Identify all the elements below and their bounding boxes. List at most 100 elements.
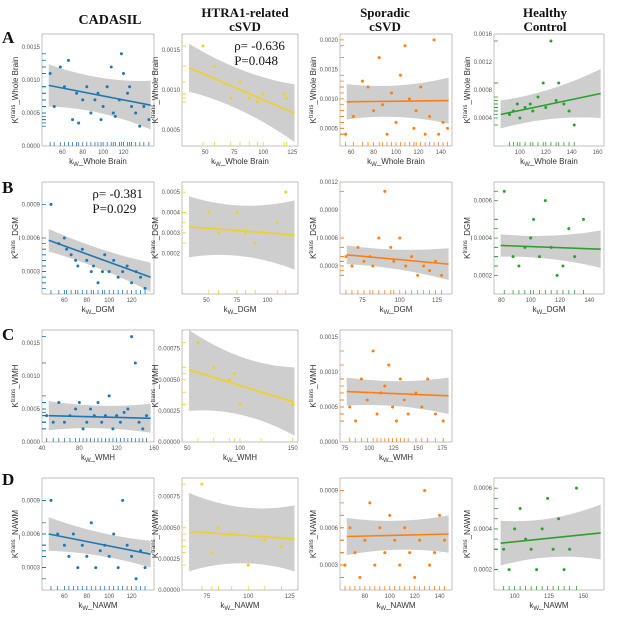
y-tick-label: 0.0015 (320, 335, 339, 341)
data-point (368, 501, 372, 505)
confidence-band (188, 43, 295, 142)
y-axis-label: Ktrans_WMH (309, 364, 318, 407)
data-point (398, 236, 402, 240)
x-tick-label: 100 (262, 298, 273, 304)
data-point (377, 56, 381, 60)
x-axis-label-post: _NAWM (87, 601, 118, 610)
x-axis-label-post: _DGM (541, 305, 565, 314)
x-axis-label-post: _DGM (90, 305, 114, 314)
y-axis-label-sup: trans (309, 539, 315, 552)
data-point (549, 39, 553, 43)
data-point (392, 259, 396, 263)
column-header-line1: HTRA1-related (201, 5, 289, 20)
y-axis-label: Ktrans_Whole Brain (463, 57, 472, 124)
data-point (358, 576, 362, 580)
y-axis-label-k: K (309, 117, 318, 123)
data-point (62, 236, 66, 240)
data-point (125, 543, 129, 547)
regression-line (48, 84, 151, 106)
panel-D2: 75 100 1250.000000.000250.000500.00075kW_N… (151, 477, 299, 612)
data-point (122, 410, 126, 414)
y-tick-label: 0.0005 (162, 128, 181, 134)
x-axis-label: kW_Whole Brain (211, 157, 269, 168)
data-point (92, 414, 96, 418)
data-point (513, 527, 517, 531)
x-axis-label-pre: k (69, 157, 74, 166)
y-axis-label-sup: trans (11, 539, 17, 552)
stat-annotation: P=0.048 (234, 53, 278, 68)
data-point (89, 407, 93, 411)
data-point (383, 551, 387, 555)
data-point (99, 118, 103, 122)
data-point (351, 115, 355, 119)
y-axis-label: Ktrans_Whole Brain (11, 57, 20, 124)
data-point (368, 255, 372, 259)
x-tick-label: 100 (526, 298, 537, 304)
x-axis-label-pre: k (376, 601, 381, 610)
data-point (502, 547, 506, 551)
data-point (100, 420, 104, 424)
y-tick-label: 0.0003 (22, 566, 41, 572)
y-axis-label-sup: trans (463, 539, 469, 552)
y-tick-label: 0.0006 (320, 236, 339, 242)
y-tick-label: 0.0004 (162, 211, 181, 217)
data-point (394, 419, 398, 423)
x-tick-label: 100 (98, 150, 109, 156)
data-point (227, 378, 231, 382)
regression-line (188, 530, 295, 540)
y-axis-label-sub: _NAWM (11, 510, 20, 541)
panel-B2: 50 75 1000.00020.00030.00040.0005kW_DGMKtr… (151, 181, 299, 316)
x-tick-label: 80 (83, 298, 90, 304)
regression-line (48, 239, 151, 278)
x-tick-label: 80 (79, 150, 86, 156)
data-point (523, 106, 527, 109)
y-tick-label: 0.00000 (158, 588, 180, 594)
x-tick-label: 50 (203, 298, 210, 304)
data-point (543, 199, 547, 203)
data-point (217, 231, 221, 235)
y-axis-label-sub: _Whole Brain (463, 57, 472, 106)
x-tick-label: 100 (385, 594, 396, 600)
data-point (58, 65, 62, 69)
data-point (128, 85, 132, 89)
y-axis-label-k: K (463, 253, 472, 259)
y-axis-label-sub: _DGM (309, 217, 318, 241)
panel-A1: 60 80 100 1200.00000.00050.00100.0015kW_Who… (11, 33, 155, 168)
data-point (353, 551, 357, 555)
y-axis-label-sub: _Whole Brain (11, 57, 20, 106)
data-point (71, 118, 75, 122)
y-tick-label: 0.0003 (320, 264, 339, 270)
data-point (139, 549, 143, 553)
y-tick-label: 0.00000 (158, 440, 180, 446)
column-header-line2: cSVD (369, 19, 401, 34)
data-point (412, 126, 416, 130)
data-point (561, 264, 565, 268)
x-axis-label-pre: k (78, 601, 83, 610)
x-axis-label-post: _DGM (388, 305, 412, 314)
data-point (544, 106, 548, 109)
y-axis-label-sup: trans (463, 105, 469, 118)
data-point (284, 190, 288, 194)
y-axis-label-k: K (151, 552, 160, 558)
x-tick-label: 75 (231, 150, 238, 156)
x-axis-label: kW_DGM (533, 305, 566, 316)
data-point (366, 85, 370, 89)
panel-A3: 60 80 100 120 1400.00050.00100.00150.0020kW_… (309, 33, 453, 168)
data-point (418, 538, 422, 542)
y-tick-label: 0.00075 (158, 347, 180, 353)
x-axis-label-post: _Whole Brain (220, 157, 269, 166)
data-point (139, 275, 143, 279)
y-axis-label-sup: trans (151, 105, 157, 118)
x-tick-label: 40 (39, 446, 46, 452)
data-point (567, 109, 571, 113)
data-point (77, 400, 81, 404)
x-axis-label-post: _Whole Brain (376, 157, 425, 166)
confidence-band (48, 517, 151, 568)
data-point (567, 227, 571, 231)
column-header-line1: Sporadic (360, 5, 410, 20)
x-tick-label: 120 (112, 446, 123, 452)
data-point (383, 384, 387, 388)
y-axis-label: Ktrans_WMH (151, 364, 160, 407)
